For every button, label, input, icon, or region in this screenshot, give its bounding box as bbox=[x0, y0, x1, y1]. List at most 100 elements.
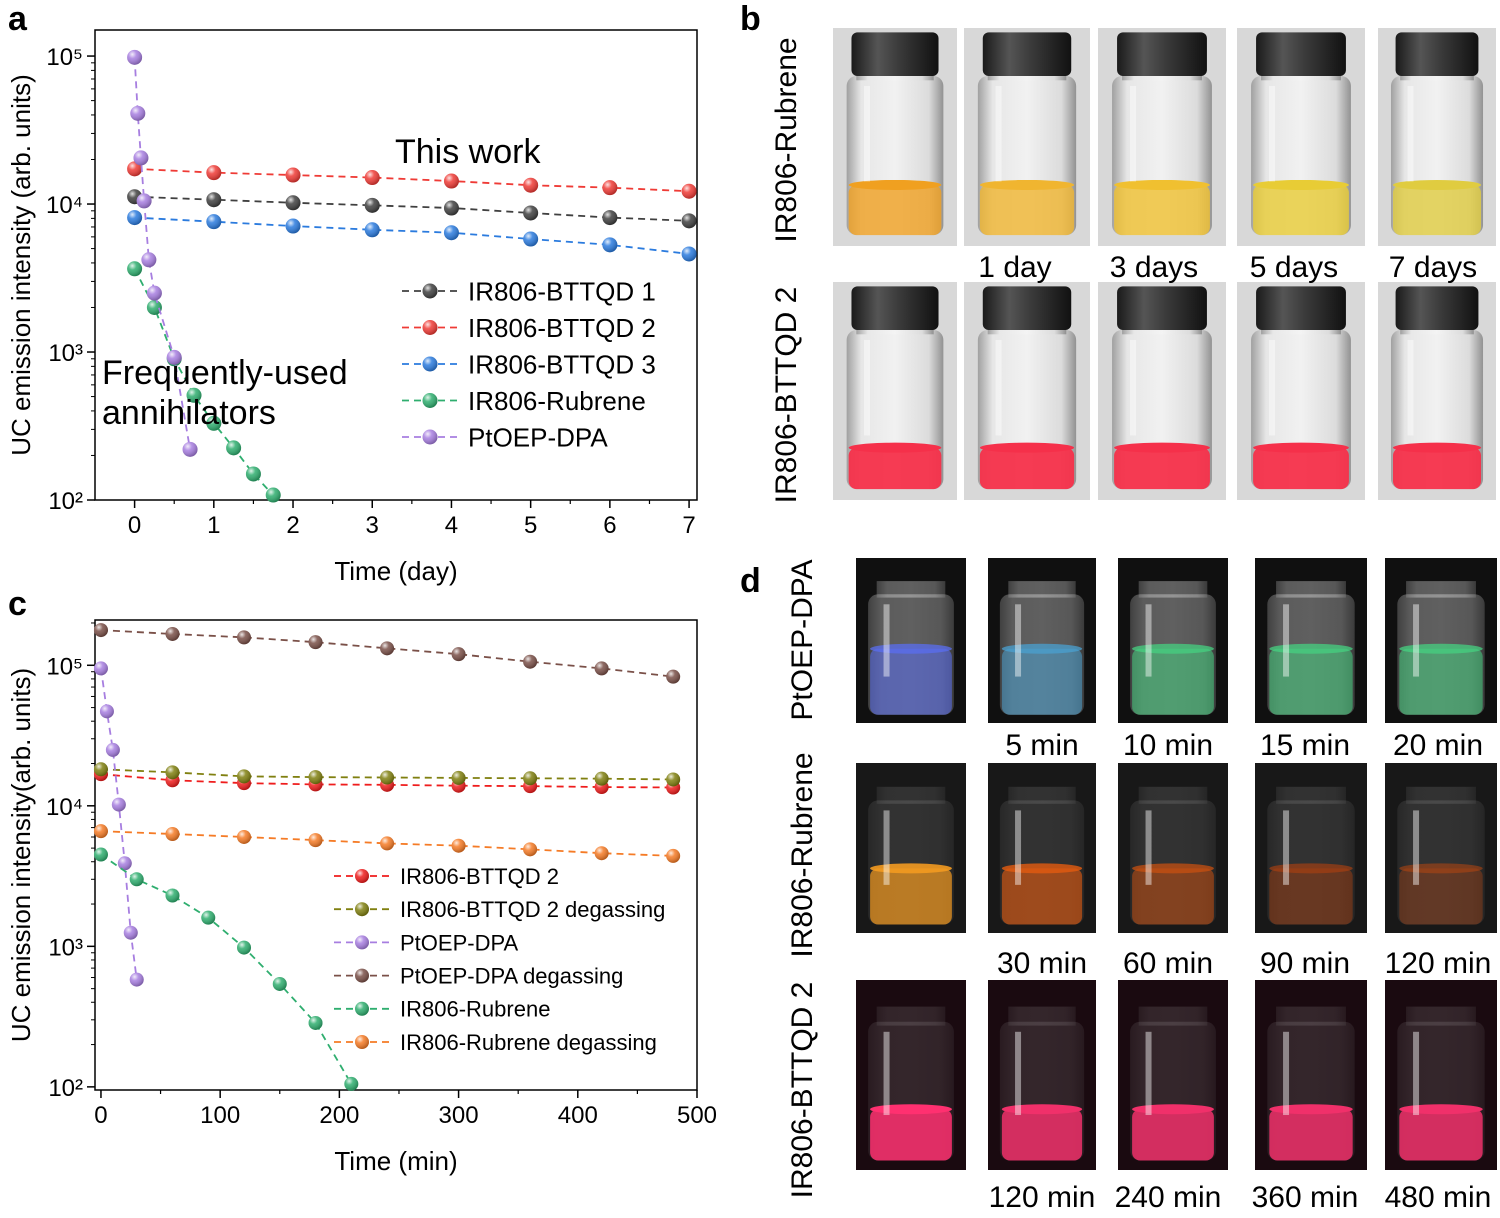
data-point-shine bbox=[443, 225, 459, 241]
data-point-shine bbox=[380, 770, 395, 785]
data-point-shine bbox=[523, 177, 539, 193]
data-point-shine bbox=[136, 193, 152, 209]
x-tick-label: 300 bbox=[439, 1102, 479, 1129]
glass-highlight bbox=[1015, 810, 1022, 885]
legend-entry-ptoep-dpa: PtOEP-DPA bbox=[402, 422, 608, 452]
data-point-shine bbox=[364, 197, 380, 213]
data-point-shine bbox=[594, 771, 609, 786]
panel-letter-b: b bbox=[740, 0, 761, 38]
data-point-shine bbox=[681, 213, 697, 229]
liquid-meniscus bbox=[979, 179, 1075, 190]
data-point-shine bbox=[285, 195, 301, 211]
liquid-meniscus bbox=[979, 442, 1075, 453]
glass-highlight bbox=[1130, 85, 1137, 182]
data-point-shine bbox=[380, 641, 395, 656]
chart-c-frame: 0 100 200 300 400 500 10² 10³ 10⁴ 10⁵ Time (min) UC… bbox=[6, 619, 717, 1176]
data-point-shine bbox=[133, 150, 149, 166]
data-point-shine bbox=[380, 836, 395, 851]
panel-letter-c: c bbox=[8, 585, 27, 623]
vial-cap bbox=[1256, 286, 1346, 330]
panel-b-photos: IR806-Rubrene IR806-BTTQD 2 1 day 3 days… bbox=[770, 28, 1496, 503]
data-point-shine bbox=[523, 654, 538, 669]
data-point-shine bbox=[602, 237, 618, 253]
chart-c-series bbox=[93, 623, 681, 1091]
vial-liquid bbox=[870, 1109, 952, 1161]
panel-d-row-label-rubrene: IR806-Rubrene bbox=[786, 752, 819, 957]
data-point-shine bbox=[105, 742, 120, 757]
legend-marker-shine bbox=[355, 935, 369, 950]
panel-d-time-360-min: 360 min bbox=[1252, 1181, 1359, 1214]
data-point-shine bbox=[237, 769, 252, 784]
series-ptoep-dpa-degassing bbox=[93, 623, 681, 684]
legend-label: PtOEP-DPA bbox=[400, 930, 519, 955]
legend-marker-shine bbox=[422, 320, 438, 335]
panel-b-time-3-days: 3 days bbox=[1110, 251, 1198, 284]
glass-highlight bbox=[1407, 85, 1414, 182]
liquid-meniscus bbox=[1399, 863, 1483, 874]
legend-entry-ir806-rubrene-degassing: IR806-Rubrene degassing bbox=[334, 1030, 657, 1055]
legend-label: IR806-BTTQD 2 bbox=[468, 313, 656, 343]
data-point-shine bbox=[681, 246, 697, 262]
vial-photo-d-row2-5 bbox=[1385, 763, 1497, 933]
legend-entry-ir806-bttqd-2: IR806-BTTQD 2 bbox=[402, 313, 656, 343]
vial-photo-d-row3-3 bbox=[1118, 980, 1228, 1170]
y-tick-label: 10⁴ bbox=[46, 794, 83, 821]
liquid-meniscus bbox=[1114, 442, 1210, 453]
legend-entry-ir806-bttqd-3: IR806-BTTQD 3 bbox=[402, 349, 656, 379]
x-tick-label: 100 bbox=[200, 1102, 240, 1129]
vial-photo-b-row1-4 bbox=[1237, 28, 1365, 246]
vial-photo-d-row3-4 bbox=[1255, 980, 1367, 1170]
liquid-meniscus bbox=[870, 1104, 952, 1115]
glass-highlight bbox=[1283, 810, 1290, 885]
data-point-shine bbox=[451, 647, 466, 662]
legend-marker-shine bbox=[355, 869, 369, 883]
series-ptoep-dpa bbox=[93, 661, 144, 987]
data-point-shine bbox=[308, 833, 323, 848]
glass-highlight bbox=[883, 604, 890, 677]
x-tick-label: 0 bbox=[128, 512, 141, 539]
series-ir806-bttqd-2 bbox=[127, 161, 697, 199]
x-tick-label: 200 bbox=[319, 1102, 359, 1129]
glass-highlight bbox=[883, 1031, 890, 1116]
glass-highlight bbox=[1015, 1031, 1022, 1116]
vial-photo-d-row2-2 bbox=[988, 763, 1096, 933]
data-point-shine bbox=[165, 626, 180, 641]
vial-cap bbox=[1395, 286, 1479, 330]
series-line bbox=[100, 853, 353, 1085]
glass-highlight bbox=[1283, 1031, 1290, 1116]
legend-entry-ptoep-dpa-degassing: PtOEP-DPA degassing bbox=[334, 964, 623, 989]
legend-marker-shine bbox=[355, 902, 369, 917]
vial-photo-b-row1-5 bbox=[1378, 28, 1496, 246]
glass-highlight bbox=[1145, 810, 1152, 885]
data-point-shine bbox=[681, 183, 697, 199]
series-line bbox=[134, 167, 690, 193]
data-point-shine bbox=[443, 200, 459, 216]
data-point-shine bbox=[237, 940, 252, 955]
vial-photo-b-row1-3 bbox=[1098, 28, 1226, 246]
series-ptoep-dpa bbox=[127, 49, 198, 457]
vial-photo-b-row1-1 bbox=[833, 28, 957, 246]
data-point-shine bbox=[206, 415, 222, 431]
data-point-shine bbox=[594, 846, 609, 861]
vial-glass bbox=[1397, 800, 1485, 925]
chart-c: 0 100 200 300 400 500 10² 10³ 10⁴ 10⁵ Time (min) UC… bbox=[6, 619, 717, 1176]
panel-b-row-label-rubrene: IR806-Rubrene bbox=[770, 37, 803, 242]
series-ir806-rubrene-degassing bbox=[93, 824, 681, 863]
vial-cap bbox=[1117, 32, 1207, 76]
legend-entry-ir806-rubrene: IR806-Rubrene bbox=[334, 997, 550, 1022]
vial-liquid bbox=[870, 868, 952, 925]
data-point-shine bbox=[206, 165, 222, 181]
liquid-meniscus bbox=[1001, 863, 1083, 874]
liquid-meniscus bbox=[1392, 179, 1482, 190]
data-point-shine bbox=[523, 205, 539, 221]
liquid-meniscus bbox=[1132, 643, 1214, 654]
data-point-shine bbox=[206, 192, 222, 208]
liquid-meniscus bbox=[870, 643, 952, 654]
data-point-shine bbox=[93, 623, 108, 638]
vial-neck bbox=[876, 1006, 946, 1026]
liquid-meniscus bbox=[1399, 1104, 1483, 1115]
x-axis-label: Time (min) bbox=[334, 1146, 457, 1176]
chart-a-annotation-this-work: This work bbox=[395, 133, 541, 171]
glass-highlight bbox=[1283, 604, 1290, 677]
glass-highlight bbox=[1015, 604, 1022, 677]
